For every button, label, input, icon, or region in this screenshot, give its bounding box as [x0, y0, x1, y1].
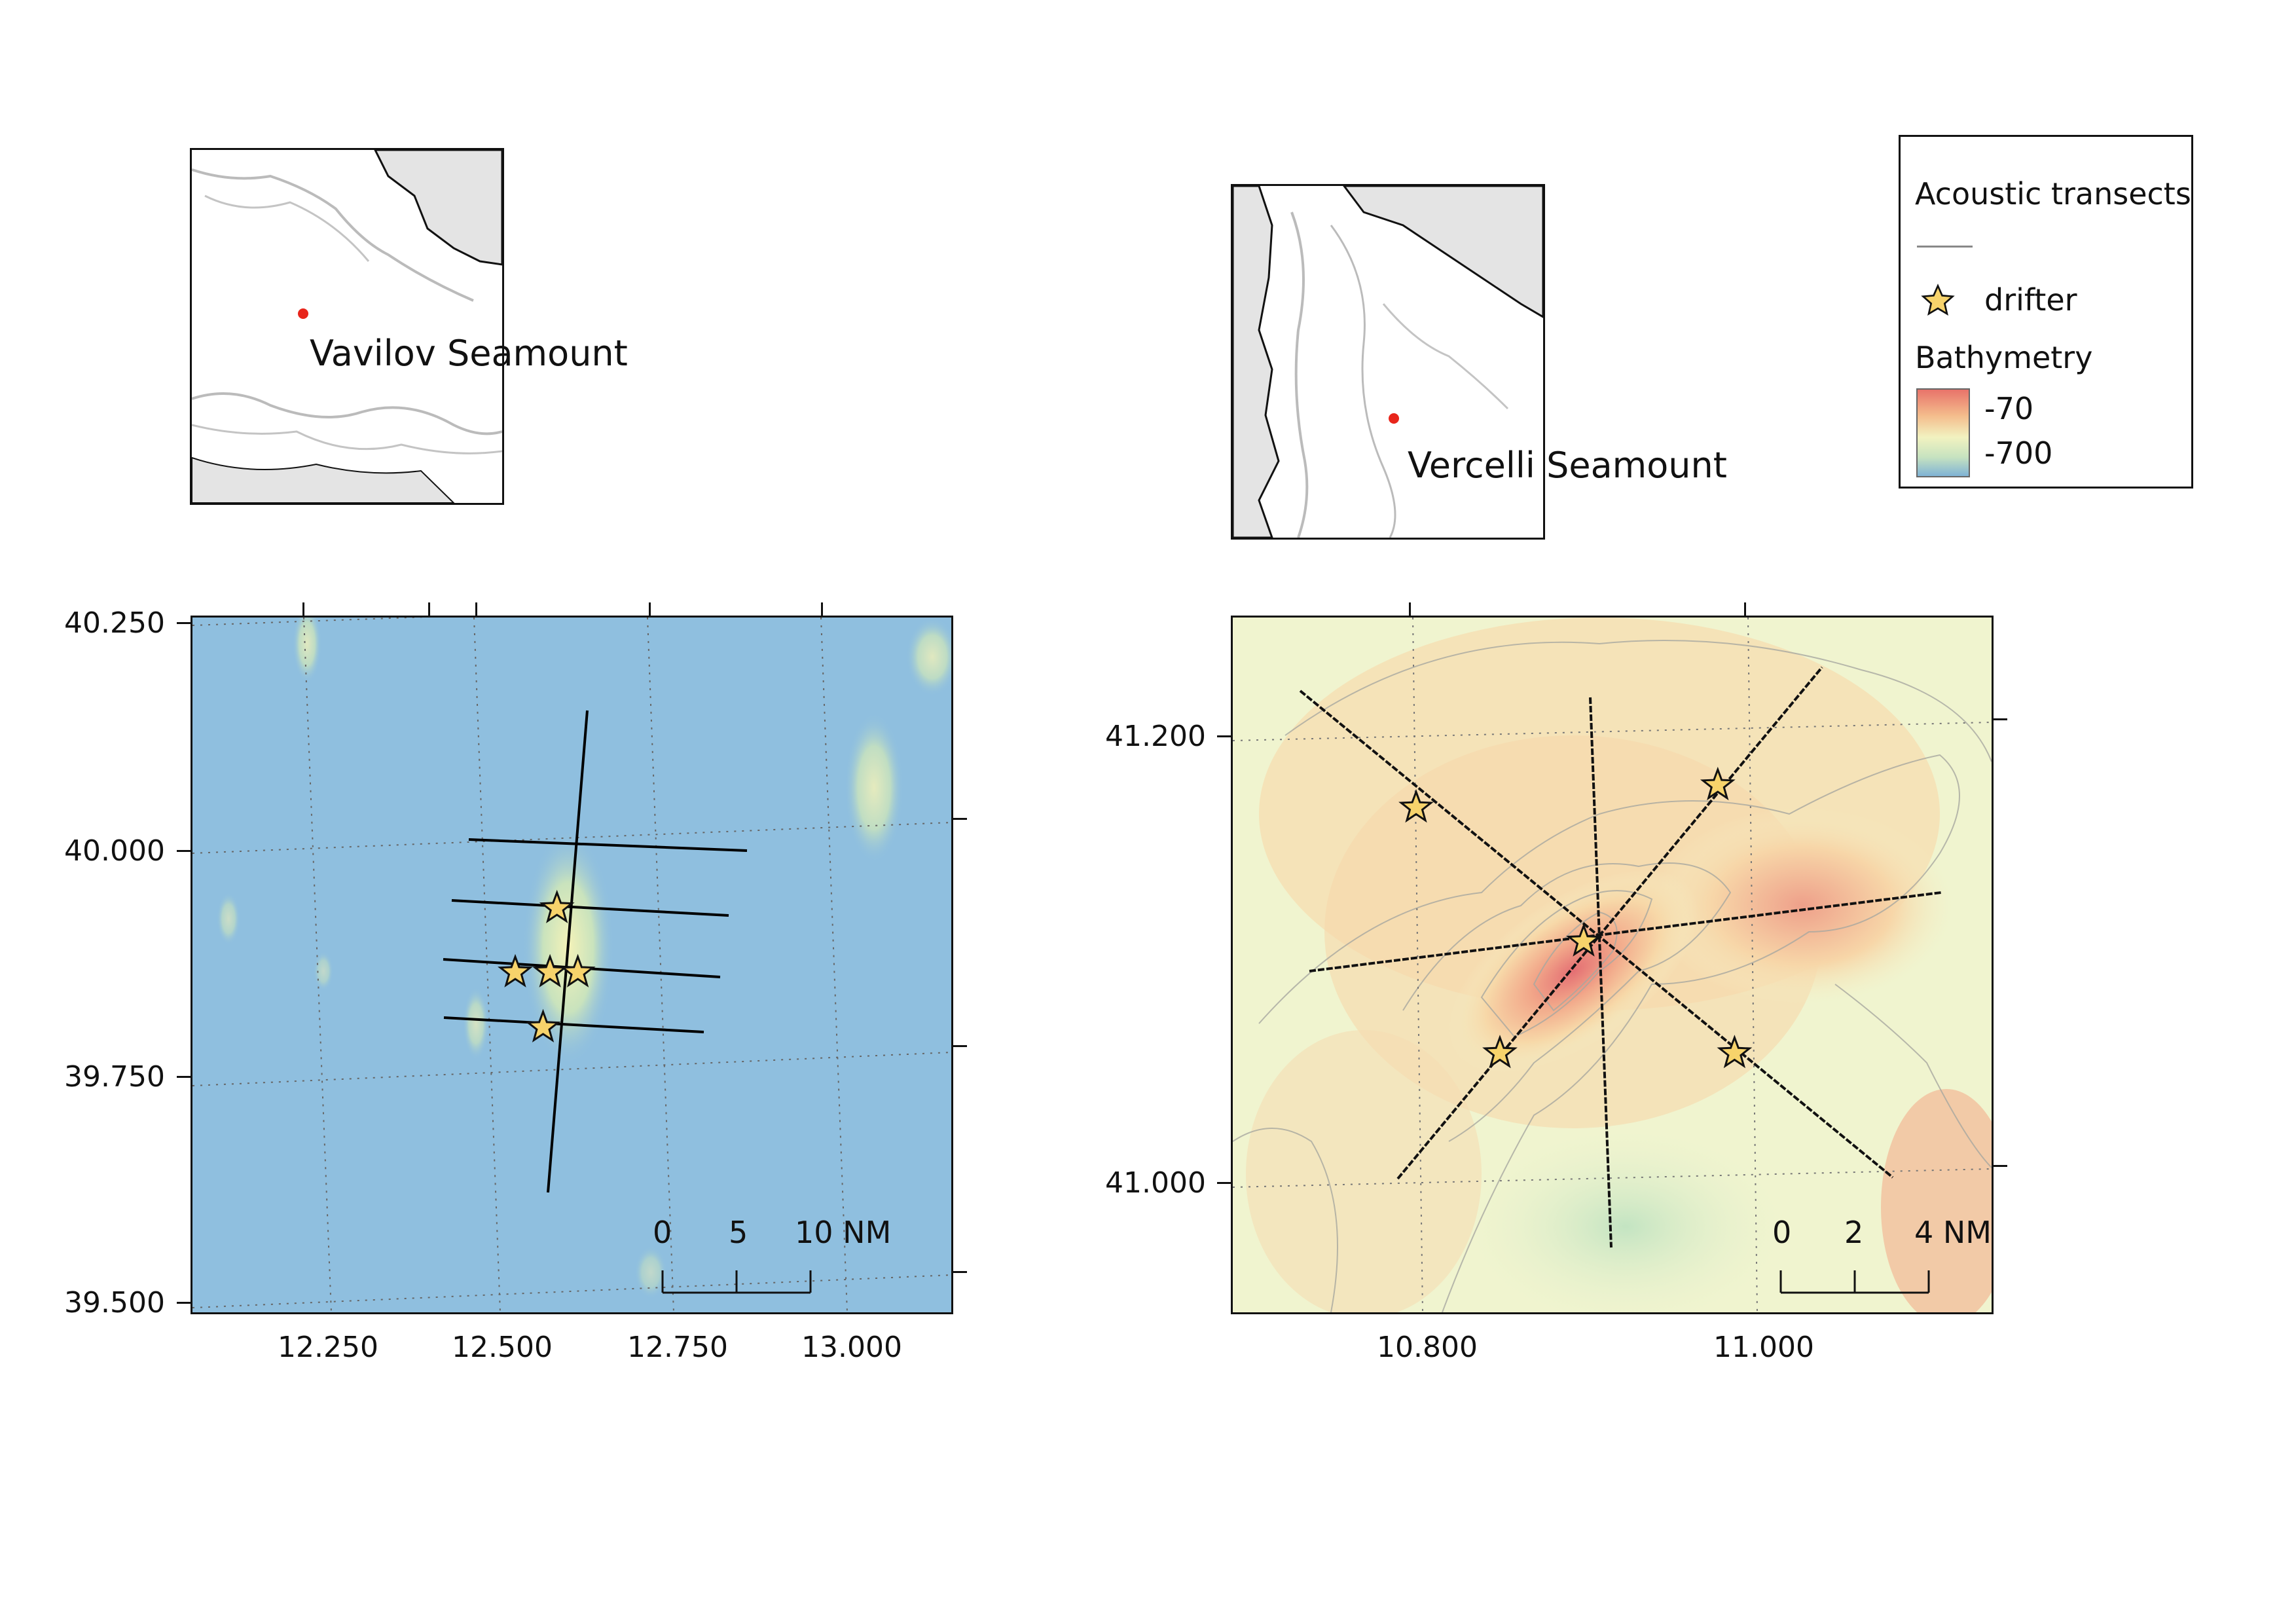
x-tick-label: 12.250	[278, 1331, 378, 1364]
scale-label: 5	[729, 1215, 748, 1250]
inset-label-vavilov: Vavilov Seamount	[310, 333, 628, 374]
legend-drifter-label: drifter	[1984, 282, 2077, 318]
legend-transects-title: Acoustic transects	[1915, 176, 2191, 212]
scale-label: 4 NM	[1914, 1215, 1992, 1250]
drifter-star-icon	[539, 889, 575, 923]
legend-bathymetry-title: Bathymetry	[1915, 340, 2093, 375]
drifter-star-icon	[1566, 923, 1601, 957]
map-vavilov	[191, 616, 953, 1314]
scale-label: 0	[653, 1215, 672, 1250]
bathymetry-colorbar	[1916, 388, 1970, 477]
x-tick-label: 13.000	[801, 1331, 902, 1364]
x-tick-label: 12.750	[627, 1331, 728, 1364]
x-tick-label: 11.000	[1713, 1331, 1814, 1364]
x-tick-label: 10.800	[1377, 1331, 1478, 1364]
scale-bar-right	[1779, 1270, 1930, 1294]
drifter-markers-right	[1398, 766, 1753, 1069]
transect-line-icon	[1917, 246, 1973, 248]
inset-label-vercelli: Vercelli Seamount	[1408, 445, 1727, 486]
inset-map-vavilov	[190, 148, 504, 505]
drifter-star-icon	[1482, 1035, 1518, 1069]
site-marker-icon	[298, 308, 308, 319]
y-tick-label: 39.500	[64, 1286, 165, 1320]
legend-bathy-min: -700	[1984, 435, 2053, 471]
inset-map-vercelli	[1231, 184, 1545, 540]
y-tick-label: 40.000	[64, 834, 165, 868]
y-tick-label: 41.200	[1105, 720, 1206, 753]
y-tick-label: 39.750	[64, 1060, 165, 1094]
legend-bathy-max: -70	[1984, 391, 2034, 426]
drifter-markers-left	[498, 889, 596, 1043]
scale-label: 10 NM	[795, 1215, 892, 1250]
drifter-star-icon	[525, 1008, 561, 1043]
drifter-star-icon	[498, 953, 533, 987]
drifter-star-icon	[1398, 788, 1434, 823]
map-vercelli	[1231, 616, 1994, 1314]
drifter-star-icon	[1921, 284, 1955, 316]
y-tick-label: 41.000	[1105, 1166, 1206, 1200]
drifter-star-icon	[1717, 1035, 1753, 1069]
scale-bar-left	[661, 1270, 812, 1294]
y-tick-label: 40.250	[64, 606, 165, 640]
drifter-star-icon	[1700, 766, 1736, 801]
drifter-star-icon	[560, 953, 596, 987]
scale-label: 0	[1772, 1215, 1792, 1250]
x-tick-label: 12.500	[452, 1331, 553, 1364]
scale-label: 2	[1844, 1215, 1864, 1250]
site-marker-icon	[1389, 413, 1399, 424]
map-legend: Acoustic transects drifter Bathymetry -7…	[1899, 135, 2193, 489]
